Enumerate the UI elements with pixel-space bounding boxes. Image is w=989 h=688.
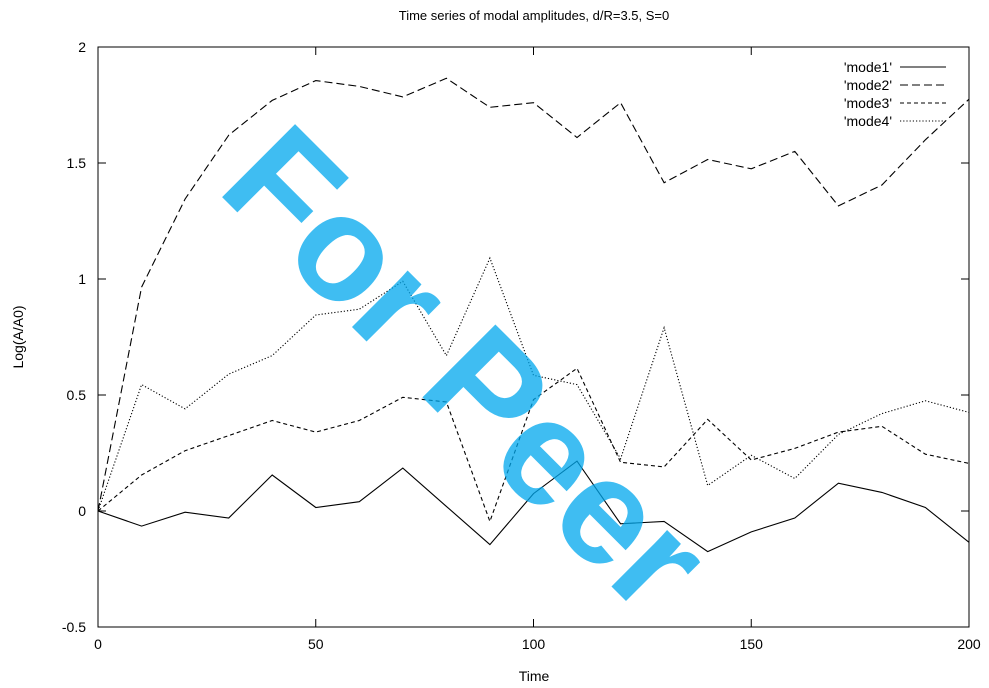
series-line-3: [97, 367, 970, 524]
series-line-2: [97, 77, 970, 512]
x-tick-label: 150: [740, 636, 764, 652]
x-tick-label: 0: [94, 636, 102, 652]
legend-label: 'mode1': [844, 59, 892, 75]
x-axis-label: Time: [519, 668, 550, 684]
y-tick-label: 0.5: [67, 387, 87, 403]
watermark: For Peer: [192, 94, 741, 643]
y-tick-label: 0: [78, 503, 86, 519]
x-tick-label: 50: [308, 636, 324, 652]
y-tick-label: 1.5: [67, 155, 87, 171]
x-tick-label: 200: [957, 636, 981, 652]
y-tick-label: 1: [78, 271, 86, 287]
legend: 'mode1' 'mode2' 'mode3' 'mode4': [844, 59, 946, 129]
y-tick-label: -0.5: [62, 619, 86, 635]
legend-label: 'mode3': [844, 95, 892, 111]
chart-title: Time series of modal amplitudes, d/R=3.5…: [399, 8, 669, 23]
y-axis-label: Log(A/A0): [10, 305, 26, 368]
legend-label: 'mode4': [844, 113, 892, 129]
series-line-1: [97, 460, 970, 553]
axis-ticks: 0 50 100 150 200 -0.5 0 0.5 1 1.5 2: [62, 39, 981, 652]
x-tick-label: 100: [522, 636, 546, 652]
series-lines: [97, 77, 970, 553]
y-tick-label: 2: [78, 39, 86, 55]
legend-label: 'mode2': [844, 77, 892, 93]
